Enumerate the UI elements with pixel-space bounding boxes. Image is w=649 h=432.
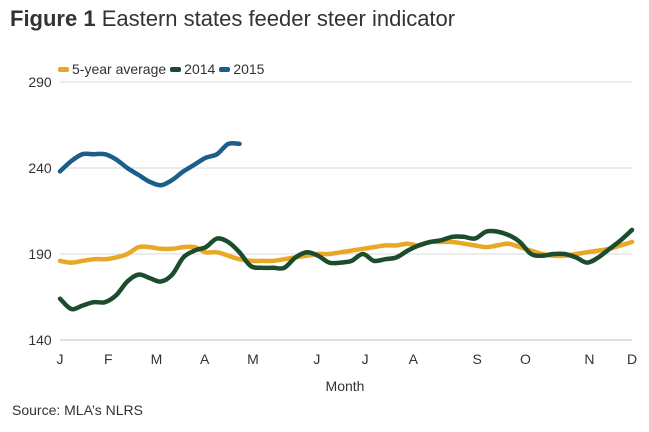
y-tick-label: 240 xyxy=(28,160,52,176)
legend-item-5-year-average: 5-year average xyxy=(58,61,166,77)
x-tick-label: J xyxy=(313,351,320,367)
series-line-5-year-average xyxy=(57,239,635,265)
y-tick-label: 140 xyxy=(28,332,52,348)
x-tick-label: M xyxy=(151,351,163,367)
figure-label: Figure 1 xyxy=(10,6,96,31)
legend-swatch xyxy=(170,66,182,72)
legend-label: 5-year average xyxy=(72,61,167,77)
legend-label: 2014 xyxy=(184,61,216,77)
chart-legend: 5-year average 2014 2015 xyxy=(58,61,268,77)
legend-item-2014: 2014 xyxy=(170,61,215,77)
x-tick-label: J xyxy=(57,351,64,367)
x-tick-label: N xyxy=(584,351,594,367)
x-tick-label: O xyxy=(520,351,531,367)
legend-item-2015: 2015 xyxy=(219,61,264,77)
figure-title-text: Eastern states feeder steer indicator xyxy=(101,6,456,31)
legend-label: 2015 xyxy=(233,61,265,77)
legend-swatch xyxy=(219,66,231,72)
y-tick-label: 190 xyxy=(28,246,52,262)
y-tick-label: 290 xyxy=(28,74,52,90)
x-tick-label: J xyxy=(362,351,369,367)
x-tick-label: F xyxy=(104,351,113,367)
x-tick-label: S xyxy=(473,351,482,367)
x-tick-label: M xyxy=(247,351,259,367)
source-note: Source: MLA’s NLRS xyxy=(12,402,143,418)
legend-swatch xyxy=(58,66,69,72)
x-axis-title: Month xyxy=(326,378,365,394)
chart-title: Figure 1 Eastern states feeder steer ind… xyxy=(10,5,455,33)
series-line-2015 xyxy=(57,140,242,188)
series-line-2014 xyxy=(57,227,635,312)
x-tick-label: D xyxy=(627,351,637,367)
x-tick-label: A xyxy=(409,351,419,367)
x-tick-label: A xyxy=(200,351,210,367)
